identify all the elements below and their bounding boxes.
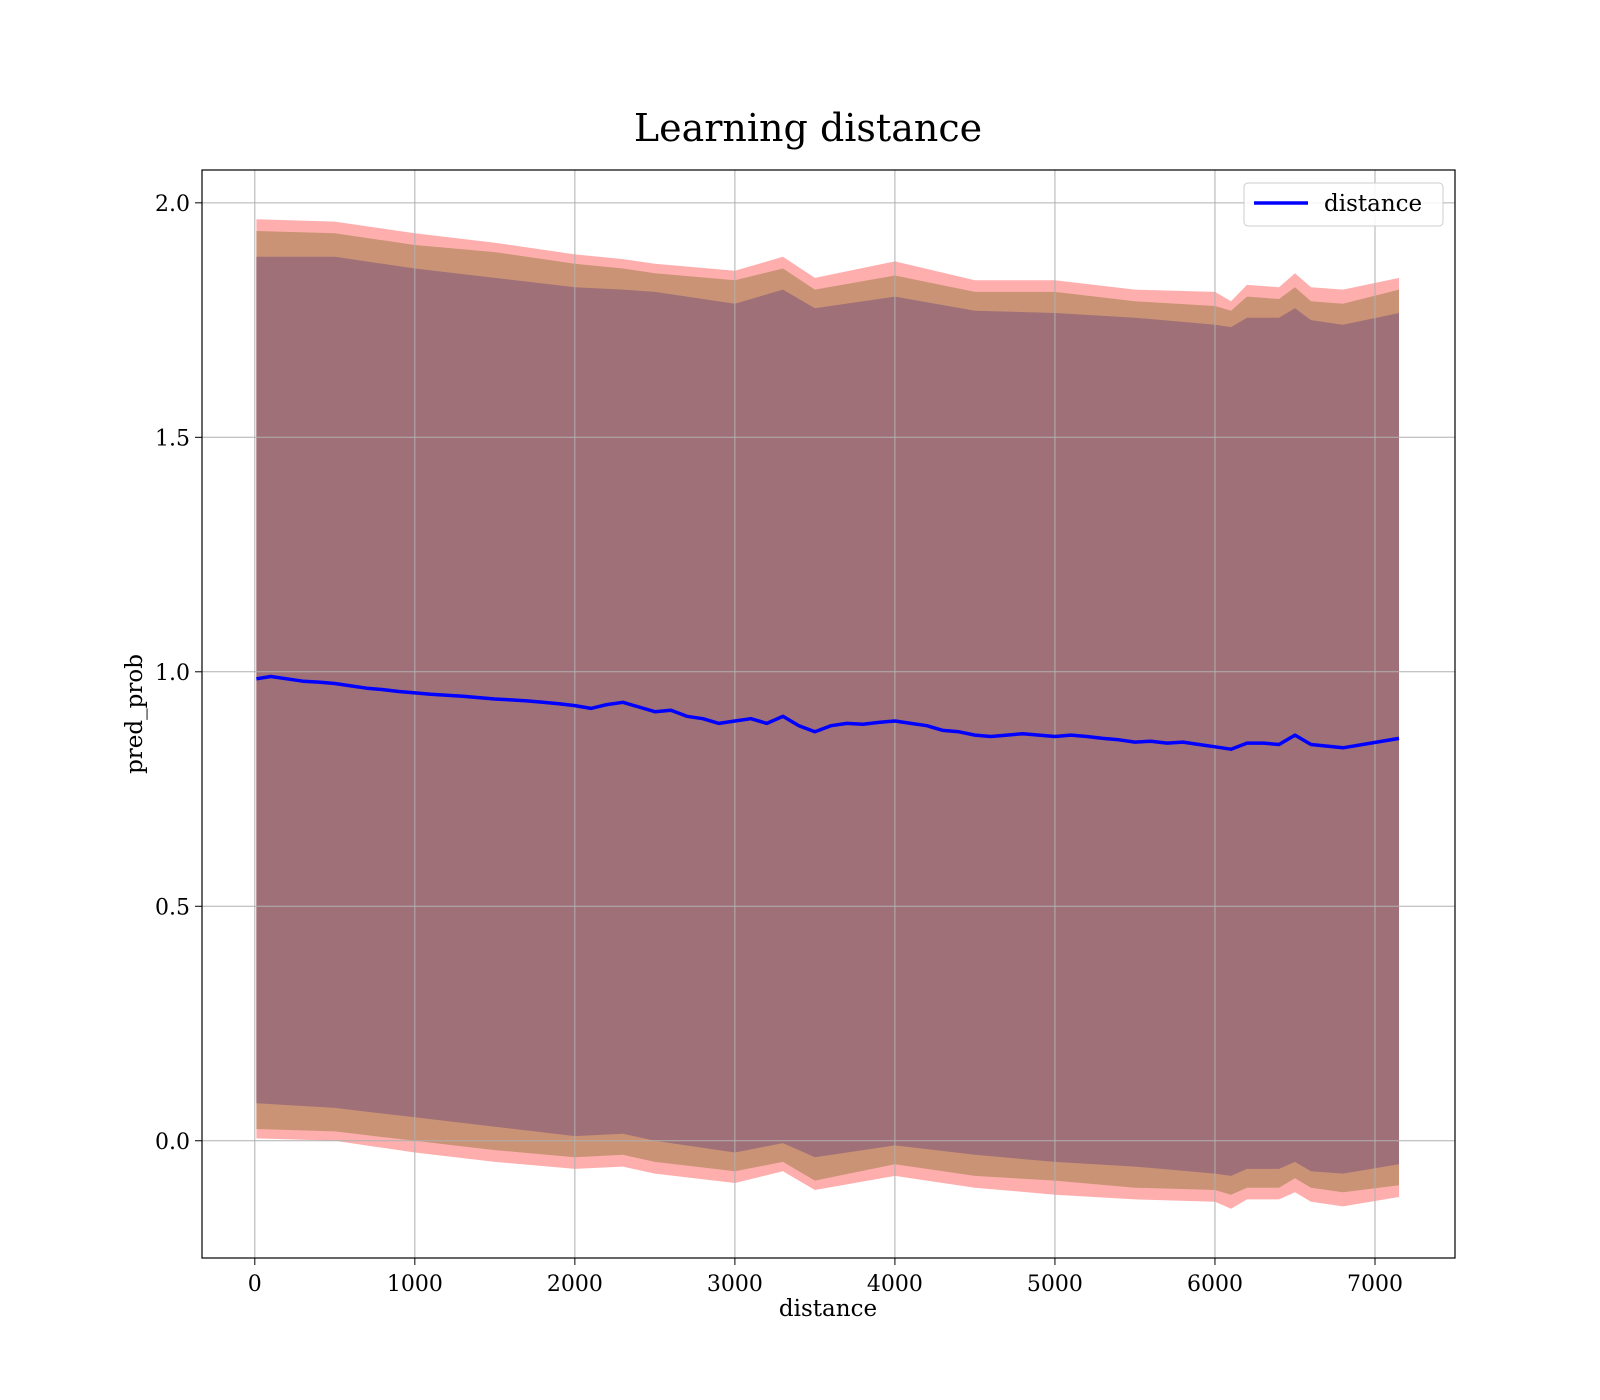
plot-frame (201, 169, 1456, 1259)
y-axis-label: pred_prob (122, 654, 148, 774)
y-tick-label: 1.5 (155, 426, 190, 451)
x-tick-label: 5000 (1027, 1272, 1083, 1297)
y-tick-label: 0.5 (155, 895, 190, 920)
plot-area (201, 169, 1456, 1259)
x-tick-label: 2000 (547, 1272, 603, 1297)
x-tick-label: 4000 (867, 1272, 923, 1297)
legend-label-distance: distance (1324, 191, 1422, 217)
x-tick-label: 0 (248, 1272, 262, 1297)
series-line-distance (256, 674, 1400, 751)
x-axis-label: distance (779, 1296, 877, 1322)
legend: distance (1243, 182, 1444, 227)
chart-title: Learning distance (634, 106, 982, 150)
grid-lines (202, 170, 1455, 1258)
y-tick-label: 0.0 (155, 1130, 190, 1155)
x-tick-label: 3000 (707, 1272, 763, 1297)
y-tick-label: 2.0 (155, 192, 190, 217)
band-3 (256, 256, 1399, 1176)
x-tick-label: 7000 (1347, 1272, 1403, 1297)
x-tick-label: 6000 (1187, 1272, 1243, 1297)
legend-box (1243, 182, 1444, 227)
y-axis-ticks: 0.0 0.5 1.0 1.5 2.0 (155, 192, 202, 1155)
y-tick-label: 1.0 (155, 661, 190, 686)
series-lines (256, 674, 1400, 751)
x-tick-label: 1000 (387, 1272, 443, 1297)
confidence-bands (256, 219, 1399, 1209)
x-axis-ticks: 0 1000 2000 3000 4000 5000 6000 7000 (248, 1258, 1403, 1297)
